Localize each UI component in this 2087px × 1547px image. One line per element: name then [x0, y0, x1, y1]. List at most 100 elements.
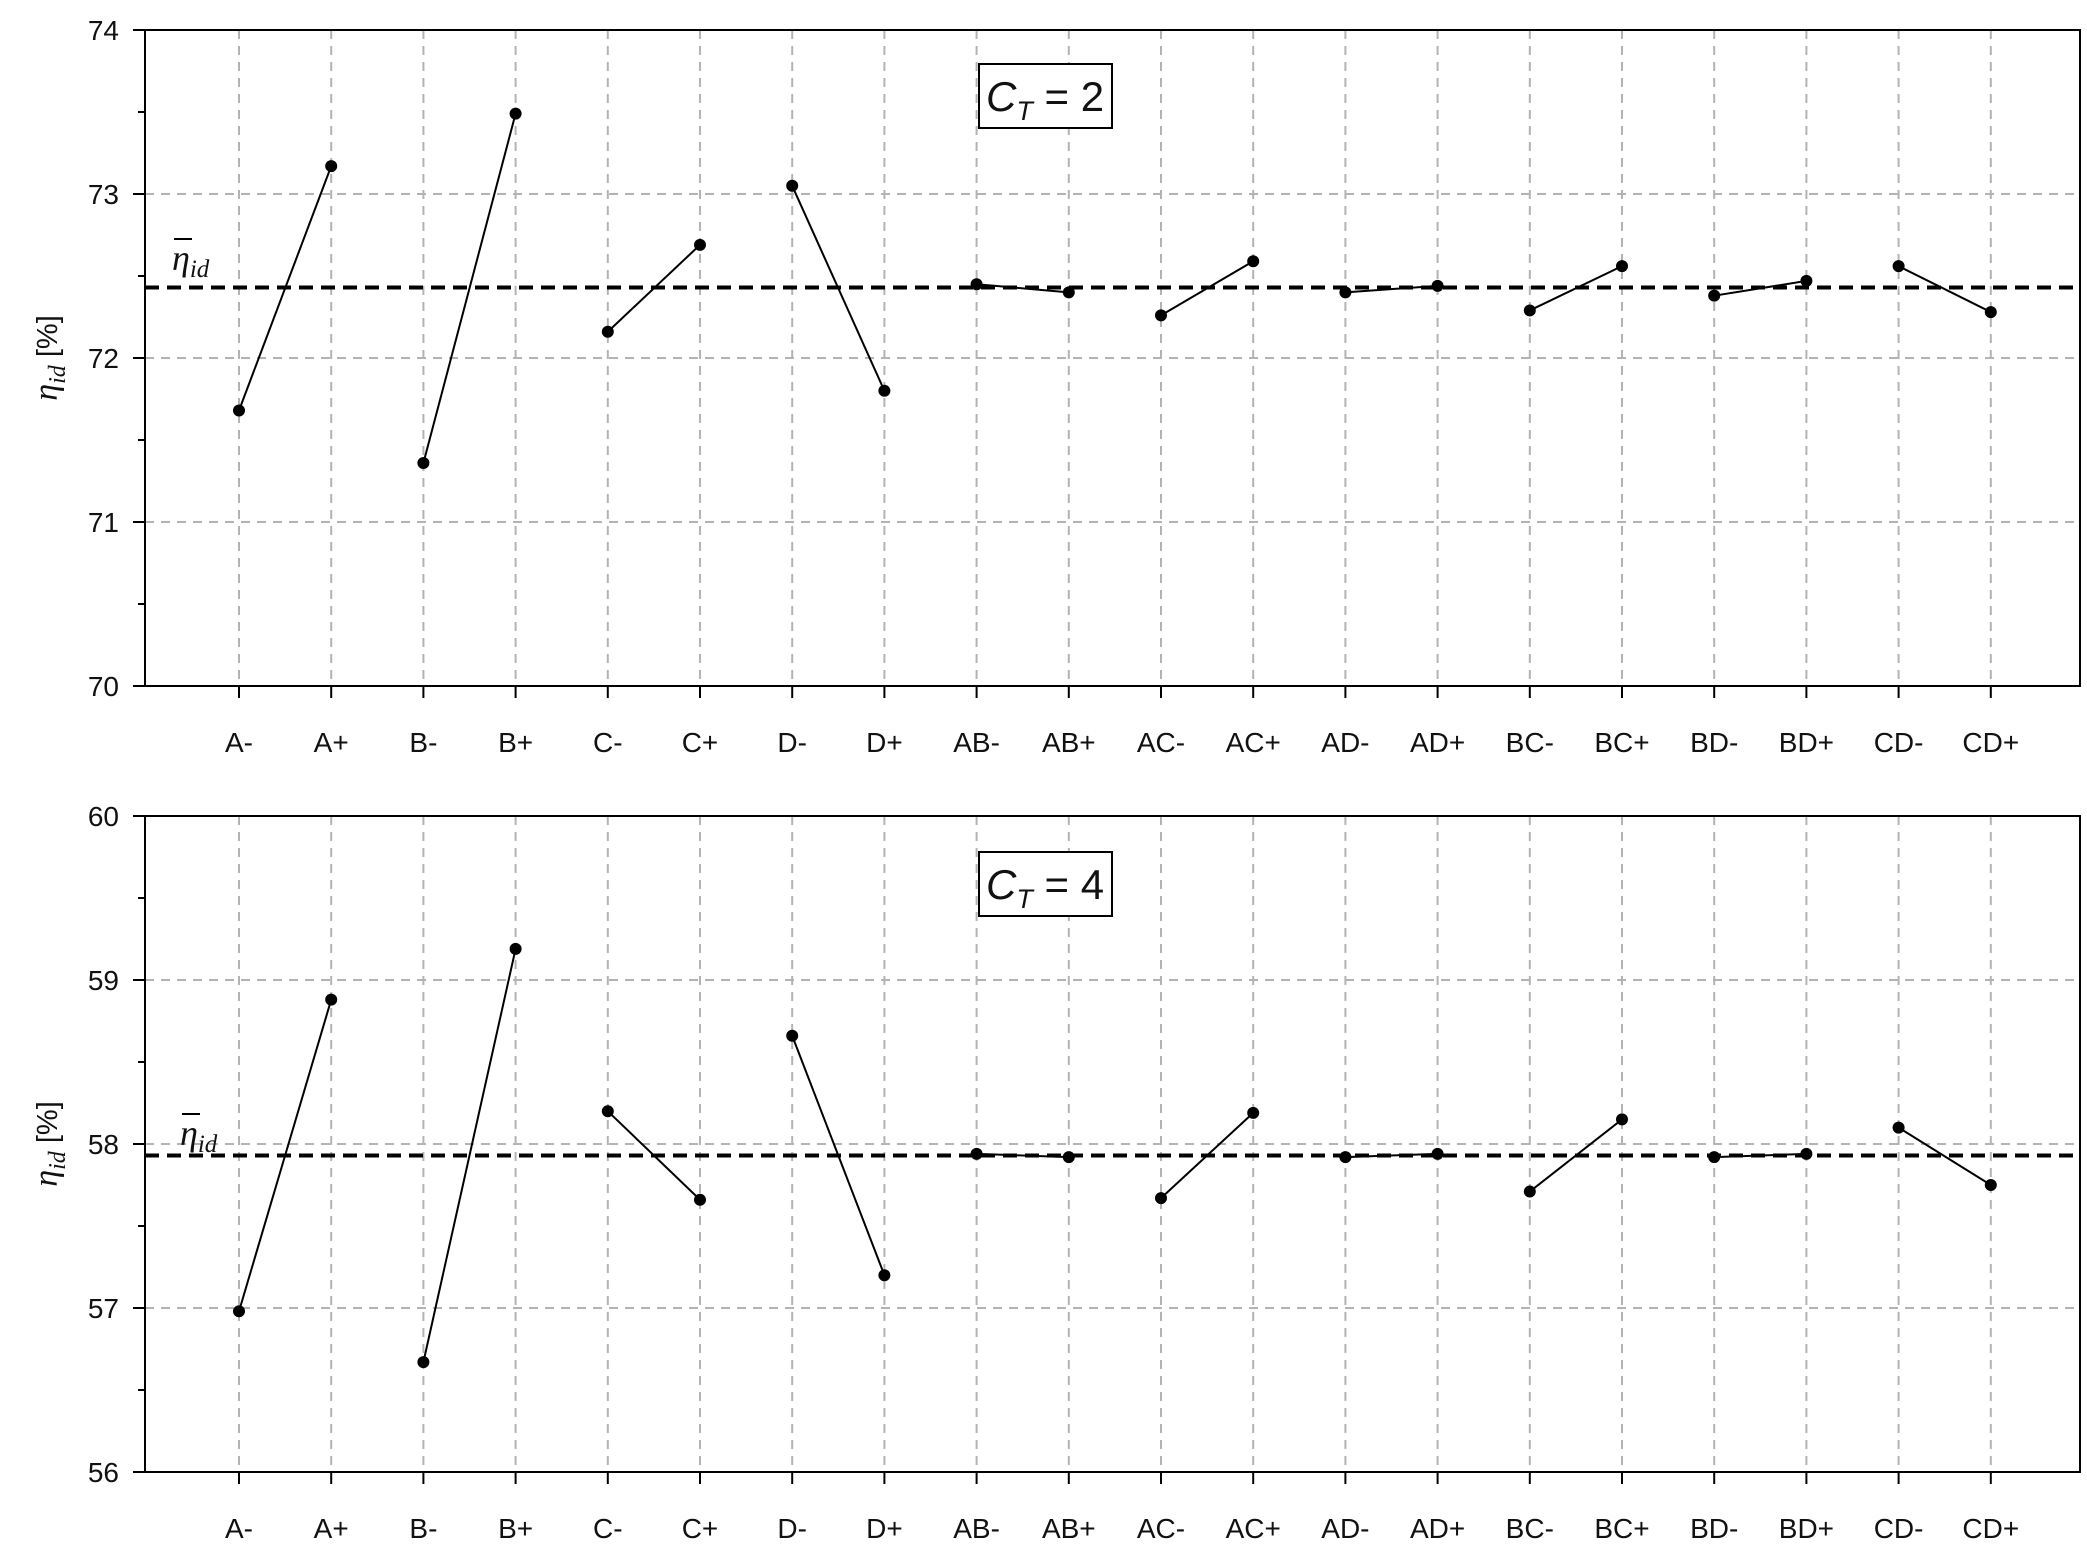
y-axis-label: ηid [%]	[28, 1101, 71, 1187]
x-tick-label: AC+	[1226, 727, 1281, 758]
data-point	[1892, 260, 1905, 273]
effect-segment	[1714, 279, 1807, 297]
annotation-box	[978, 63, 1113, 129]
annotation-text: CT = 2	[986, 73, 1104, 126]
data-point	[233, 1305, 245, 1318]
data-point	[509, 107, 522, 120]
mean-label-main: η	[172, 238, 190, 278]
data-point	[233, 404, 245, 417]
x-tick-label: C+	[682, 727, 719, 758]
x-tick-label: A+	[314, 727, 349, 758]
y-axis-label-unit: [%]	[32, 1101, 64, 1151]
annotation-main: C	[986, 73, 1017, 120]
y-tick-label: 73	[88, 179, 119, 210]
annotation-box	[978, 851, 1113, 917]
data-point	[325, 160, 338, 173]
data-point	[1247, 255, 1260, 268]
data-point	[417, 1356, 430, 1369]
y-tick-label: 71	[88, 507, 119, 538]
y-axis-label-unit: [%]	[32, 315, 64, 365]
data-point	[878, 1269, 891, 1282]
data-point	[601, 1105, 614, 1118]
y-tick-label: 56	[88, 1457, 119, 1488]
x-tick-label: B+	[498, 727, 533, 758]
effect-segment	[422, 948, 517, 1363]
effect-segment	[238, 999, 333, 1312]
data-point	[970, 278, 983, 291]
data-point	[1984, 1179, 1997, 1191]
x-tick-label: BC-	[1506, 1513, 1554, 1544]
x-tick-label: D-	[777, 1513, 807, 1544]
y-tick-label: 58	[88, 1129, 119, 1160]
data-point	[694, 238, 706, 251]
effect-segment	[422, 113, 517, 464]
y-axis-label-main: η	[28, 384, 65, 401]
mean-label: ηid	[180, 1113, 218, 1158]
x-tick-label: BD+	[1779, 727, 1834, 758]
y-axis-label: ηid [%]	[28, 315, 71, 401]
x-tick-label: C-	[593, 727, 623, 758]
mean-label: ηid	[172, 238, 210, 283]
x-tick-label: AD-	[1321, 727, 1369, 758]
x-tick-label: AB+	[1042, 727, 1096, 758]
effect-segment	[1160, 260, 1254, 317]
data-point	[1431, 1147, 1444, 1160]
x-tick-label: AD-	[1321, 1513, 1369, 1544]
data-point	[970, 1147, 983, 1160]
x-tick-label: BD-	[1690, 727, 1738, 758]
x-tick-label: A-	[225, 727, 253, 758]
x-tick-label: B-	[409, 1513, 437, 1544]
data-point	[1892, 1121, 1905, 1134]
effect-segment	[1898, 265, 1992, 313]
data-point	[1708, 1151, 1721, 1164]
x-tick-label: A+	[314, 1513, 349, 1544]
data-point	[786, 179, 799, 192]
data-point	[1523, 1185, 1536, 1198]
data-point	[1339, 286, 1352, 299]
y-tick-label: 59	[88, 965, 119, 996]
mean-label-sub: id	[198, 1131, 218, 1158]
y-axis-label-sub: id	[45, 1150, 71, 1170]
effect-segment	[1529, 265, 1623, 312]
data-point	[1339, 1151, 1352, 1164]
x-tick-label: CD-	[1874, 1513, 1924, 1544]
x-tick-label: BC-	[1506, 727, 1554, 758]
chart-panel-ct4: 56 57 58 59 60 A- A+ B- B+ C- C+ D- D+ AB- AB+ AC- AC+ AD…	[28, 801, 2081, 1544]
effect-segment	[976, 1152, 1069, 1159]
data-point	[1523, 304, 1536, 317]
effect-segment	[238, 165, 333, 411]
data-point	[1247, 1106, 1260, 1119]
x-tick-label: D+	[866, 727, 903, 758]
effect-segment	[1529, 1118, 1623, 1193]
annotation-rest: = 4	[1033, 861, 1104, 908]
data-point	[1708, 289, 1721, 302]
data-point	[1155, 1192, 1167, 1205]
y-tick-label: 60	[88, 801, 119, 832]
x-tick-label: C+	[682, 1513, 719, 1544]
effect-segment	[1160, 1112, 1254, 1199]
x-tick-label: BD+	[1779, 1513, 1834, 1544]
chart-panel-ct2: 70 71 72 73 74 A- A+ B- B+ C- C+ D- D+ AB- AB+ AC- AC+ AD…	[28, 15, 2081, 758]
effect-segment	[607, 244, 701, 333]
data-point	[786, 1029, 799, 1042]
annotation-rest: = 2	[1033, 73, 1104, 120]
x-tick-label: B+	[498, 1513, 533, 1544]
effect-segment	[976, 283, 1069, 294]
data-point	[1155, 309, 1167, 322]
x-tick-label: C-	[593, 1513, 623, 1544]
x-tick-label: AB+	[1042, 1513, 1096, 1544]
annotation-sub: T	[1016, 96, 1035, 126]
mean-label-main: η	[180, 1113, 198, 1153]
annotation-text: CT = 4	[986, 861, 1104, 914]
x-tick-label: B-	[409, 727, 437, 758]
data-point	[417, 456, 430, 469]
data-point	[1062, 286, 1075, 299]
annotation-main: C	[986, 861, 1017, 908]
effect-segment	[1714, 1152, 1807, 1159]
data-point	[1431, 279, 1444, 292]
data-point	[1616, 260, 1628, 273]
x-tick-label: BD-	[1690, 1513, 1738, 1544]
annotation-sub: T	[1016, 884, 1035, 914]
data-point	[878, 384, 891, 397]
